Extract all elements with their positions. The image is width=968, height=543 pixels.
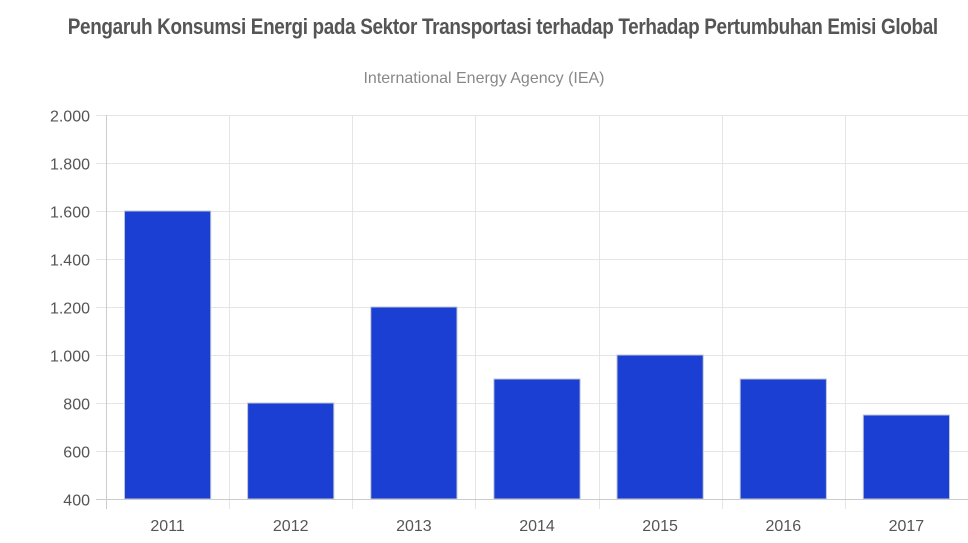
y-tick-label: 1.000 xyxy=(50,349,90,366)
bar-2016[interactable] xyxy=(739,378,827,500)
y-tick-label: 800 xyxy=(63,397,90,414)
y-tick-label: 1.200 xyxy=(50,301,90,318)
x-tick-label: 2011 xyxy=(150,518,185,535)
y-tick-label: 1.800 xyxy=(50,157,90,174)
chart-subtitle: International Energy Agency (IEA) xyxy=(363,70,605,87)
bar-2015[interactable] xyxy=(616,354,704,500)
y-tick-label: 1.600 xyxy=(50,205,90,222)
chart-title: Pengaruh Konsumsi Energi pada Sektor Tra… xyxy=(67,14,938,39)
y-tick-label: 1.400 xyxy=(50,253,90,270)
x-tick-label: 2015 xyxy=(642,518,678,535)
x-tick-label: 2014 xyxy=(519,518,555,535)
x-tick-label: 2017 xyxy=(889,518,925,535)
bar-2013[interactable] xyxy=(370,306,458,500)
bars xyxy=(124,210,950,500)
bar-2014[interactable] xyxy=(493,378,581,500)
x-tick-label: 2016 xyxy=(766,518,802,535)
x-tick-label: 2012 xyxy=(273,518,309,535)
bar-2012[interactable] xyxy=(247,402,335,500)
y-tick-labels: 400 600 800 1.000 1.200 1.400 1.600 1.800 2.000 xyxy=(50,109,90,510)
x-tick-labels: 2011 2012 2013 2014 2015 2016 2017 xyxy=(150,518,924,535)
bar-2011[interactable] xyxy=(124,210,212,500)
y-tick-label: 2.000 xyxy=(50,109,90,126)
bar-2017[interactable] xyxy=(862,414,950,500)
y-tick-label: 400 xyxy=(63,493,90,510)
x-tick-label: 2013 xyxy=(396,518,432,535)
y-tick-label: 600 xyxy=(63,445,90,462)
